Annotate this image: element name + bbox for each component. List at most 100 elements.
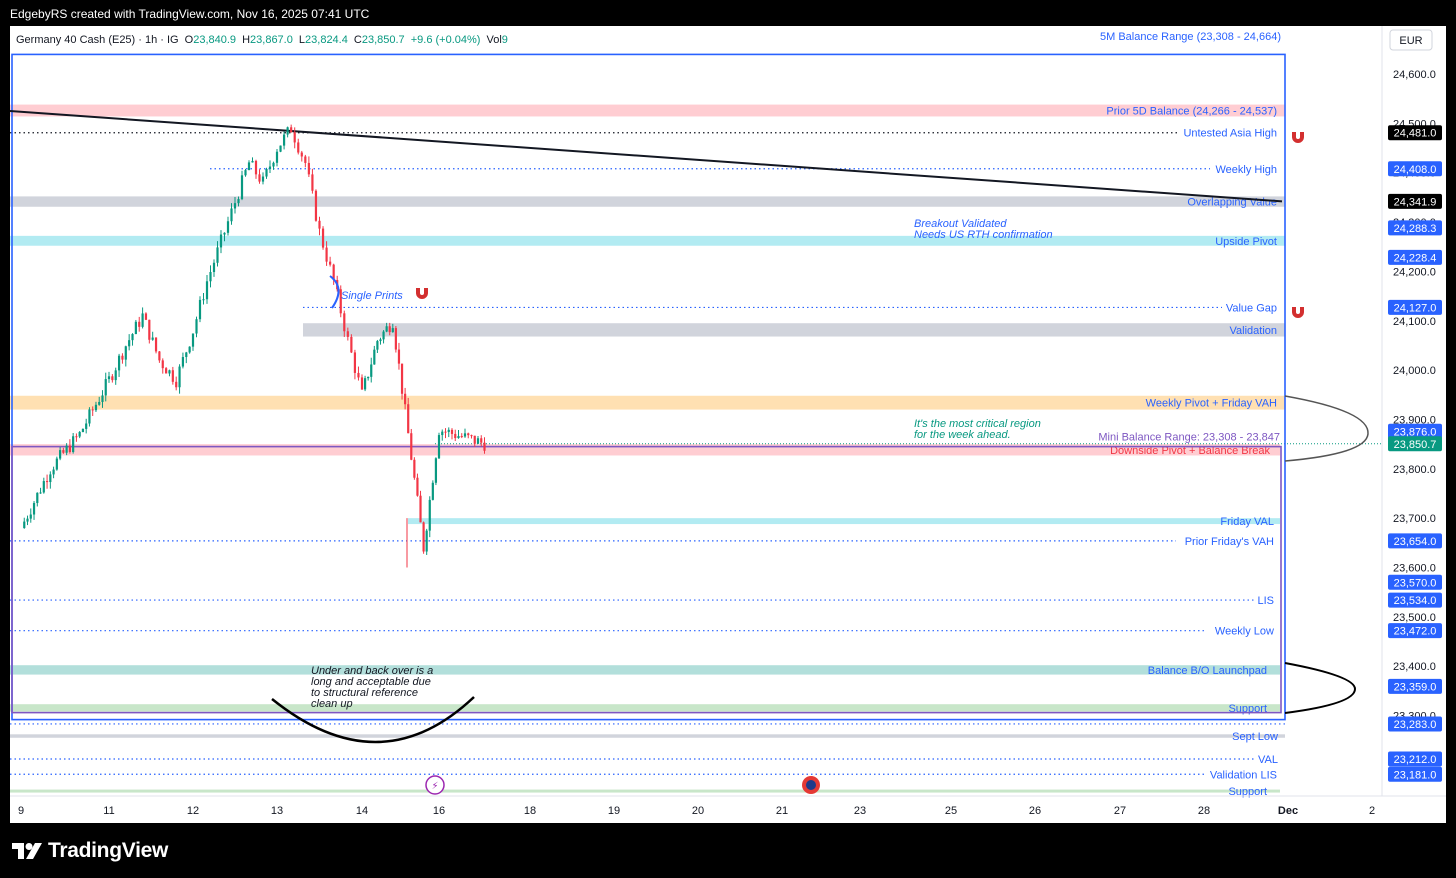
- candle-body: [293, 132, 296, 143]
- x-tick-label-20: 20: [692, 805, 704, 817]
- y-tick-label: 23,900.0: [1393, 414, 1436, 426]
- candle-body: [268, 166, 272, 170]
- candle-body: [437, 435, 441, 459]
- candle-body: [75, 436, 78, 438]
- flag-event-inner: [806, 780, 816, 790]
- y-tick-label: 24,000.0: [1393, 365, 1436, 377]
- candle-body: [219, 234, 223, 248]
- y-tick-label: 23,400.0: [1393, 661, 1436, 673]
- candle-body: [78, 431, 81, 437]
- candle-body: [318, 220, 321, 229]
- header-o-value: 23,840.9: [193, 34, 236, 46]
- candle-body: [370, 364, 373, 377]
- y-tick-label: 24,100.0: [1393, 316, 1436, 328]
- candle-body: [191, 333, 195, 347]
- zone-sept-low: [10, 734, 1285, 738]
- price-chart[interactable]: Prior 5D Balance (24,266 - 24,537) Untest…: [9, 26, 1446, 823]
- chart-frame[interactable]: Prior 5D Balance (24,266 - 24,537) Untest…: [9, 26, 1446, 823]
- price-tag-23-181-0: 23,181.0: [1394, 769, 1437, 781]
- candle-body: [391, 328, 394, 333]
- price-tag-bg: [1388, 193, 1442, 209]
- candle-body: [379, 339, 382, 342]
- candle-body: [233, 203, 237, 209]
- candle-body: [72, 436, 75, 452]
- x-tick-label-26: 26: [1029, 805, 1041, 817]
- candle-body: [410, 433, 413, 460]
- candle-body: [212, 262, 216, 273]
- zone-upside-pivot: [10, 235, 1285, 246]
- candle-body: [158, 351, 161, 361]
- label-mini-balance-range: Mini Balance Range: 23,308 - 23,847: [1098, 432, 1280, 444]
- y-tick-label: 23,600.0: [1393, 563, 1436, 575]
- candle-body: [114, 370, 117, 381]
- level-label-friday-val-11: Friday VAL: [1220, 516, 1274, 528]
- candle-body: [388, 326, 391, 333]
- candle-body: [447, 429, 450, 432]
- tradingview-logo[interactable]: TradingView: [12, 839, 168, 863]
- price-tag-bg: [1388, 220, 1442, 236]
- candle-body: [247, 162, 251, 171]
- candle-body: [307, 162, 310, 175]
- y-tick-label: 24,600.0: [1393, 69, 1436, 81]
- candle-body: [230, 208, 233, 222]
- header-l-label: L: [299, 34, 305, 46]
- level-label-weekly-low-14: Weekly Low: [1215, 626, 1274, 638]
- descending-trendline: [9, 110, 1283, 203]
- zone-overlapping-value: [10, 196, 1285, 207]
- tradingview-logo-icon: [12, 843, 42, 859]
- x-tick-label-28: 28: [1198, 805, 1210, 817]
- candle-body: [59, 450, 62, 459]
- x-tick-label-21: 21: [776, 805, 788, 817]
- candle-body: [161, 360, 164, 369]
- price-tag-24-341-9: 24,341.9: [1394, 196, 1437, 208]
- candle-body: [350, 336, 353, 353]
- zone-balance-b-o-launchpad: [10, 665, 1280, 675]
- candle-body: [151, 337, 154, 340]
- price-tag-23-876-0: 23,876.0: [1394, 426, 1437, 438]
- level-label-downside-pivot-balance-break-10: Downside Pivot + Balance Break: [1110, 445, 1270, 457]
- candle-body: [68, 445, 71, 452]
- candle-body: [202, 299, 205, 301]
- candle-body: [111, 376, 114, 381]
- candle-body: [65, 445, 68, 453]
- candle-body: [124, 346, 127, 360]
- candle-body: [275, 151, 279, 163]
- screenshot-caption: EdgebyRS created with TradingView.com, N…: [10, 7, 370, 21]
- candle-body: [394, 328, 397, 350]
- candle-body: [88, 409, 91, 424]
- price-tag-23-472-0: 23,472.0: [1394, 626, 1437, 638]
- candle-body: [85, 423, 88, 429]
- candle-body: [476, 438, 480, 444]
- candle-body: [91, 409, 94, 411]
- candle-body: [131, 334, 134, 341]
- candle-body: [311, 174, 314, 191]
- level-label-weekly-high-3: Weekly High: [1215, 164, 1277, 176]
- candle-body: [181, 357, 185, 367]
- y-tick-label: 23,700.0: [1393, 513, 1436, 525]
- label-5m-balance-range: 5M Balance Range (23,308 - 24,664): [1100, 31, 1281, 43]
- candle-body: [483, 442, 486, 451]
- header-l-value: 23,824.4: [305, 34, 348, 46]
- candle-body: [258, 174, 261, 182]
- candle-body: [29, 514, 32, 519]
- x-tick-label-23: 23: [854, 805, 866, 817]
- price-tag-bg: [1388, 678, 1442, 694]
- candle-body: [353, 352, 357, 373]
- candle-body: [444, 431, 447, 433]
- candle-body: [198, 299, 202, 320]
- price-tag-24-288-3: 24,288.3: [1394, 223, 1437, 235]
- candle-body: [332, 264, 335, 281]
- candle-body: [237, 199, 240, 204]
- candle-body: [407, 404, 410, 434]
- candle-body: [314, 190, 318, 221]
- candle-body: [223, 232, 226, 235]
- five-month-balance-box: [11, 53, 1286, 721]
- price-tag-bg: [1388, 423, 1442, 439]
- candle-body: [385, 326, 388, 332]
- y-tick-label: 24,200.0: [1393, 266, 1436, 278]
- level-label-validation-7: Validation: [1230, 325, 1278, 337]
- level-label-lis-13: LIS: [1257, 595, 1274, 607]
- candle-body: [428, 499, 431, 531]
- x-tick-label-19: 19: [608, 805, 620, 817]
- candle-body: [454, 433, 457, 439]
